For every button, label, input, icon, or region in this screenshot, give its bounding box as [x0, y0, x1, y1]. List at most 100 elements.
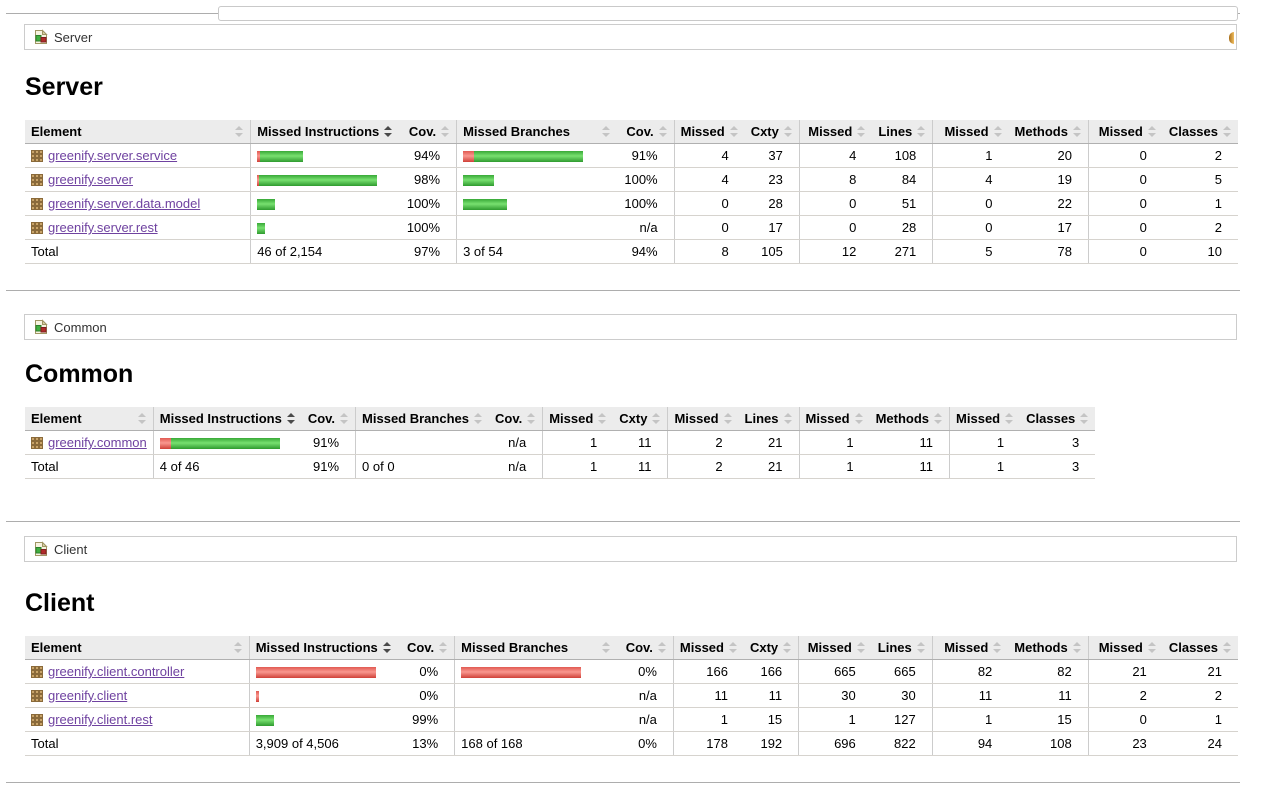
sort-arrows-icon [658, 126, 668, 137]
column-header-classes[interactable]: Classes [1162, 636, 1238, 660]
column-header-missed-lines[interactable]: Missed [667, 407, 739, 431]
column-header-missed-branches[interactable]: Missed Branches [355, 407, 489, 431]
package-link[interactable]: greenify.server.rest [48, 220, 158, 235]
column-header-missed-methods[interactable]: Missed [798, 407, 870, 431]
methods-value: 15 [1008, 707, 1089, 732]
sort-arrows-icon [441, 126, 450, 137]
missed-methods-value: 82 [931, 659, 1009, 684]
sessions-icon[interactable] [1229, 32, 1234, 44]
sort-arrows-icon [993, 126, 1003, 137]
missed-classes-value: 0 [1087, 215, 1163, 240]
table-row: greenify.client 0% n/a 11 11 30 30 11 11… [25, 683, 1238, 708]
column-header-element[interactable]: Element [25, 636, 250, 660]
package-link[interactable]: greenify.client.controller [48, 664, 185, 679]
column-header-missed-lines[interactable]: Missed [798, 120, 873, 144]
cxty-value: 15 [743, 707, 799, 732]
package-link[interactable]: greenify.server.data.model [48, 196, 201, 211]
sort-arrows-icon [723, 413, 733, 424]
lines-value: 665 [871, 659, 933, 684]
package-link[interactable]: greenify.client.rest [48, 712, 153, 727]
package-link[interactable]: greenify.server.service [48, 148, 178, 163]
column-header-instruction-coverage[interactable]: Cov. [301, 407, 356, 431]
missed-methods-value: 11 [931, 683, 1009, 708]
column-header-missed-lines[interactable]: Missed [798, 636, 872, 660]
column-header-missed-cxty[interactable]: Missed [673, 120, 745, 144]
total-missed-cxty: 178 [672, 731, 744, 756]
total-branch-coverage: n/a [488, 454, 543, 479]
total-missed-cxty: 1 [542, 454, 614, 479]
column-header-missed-instructions[interactable]: Missed Instructions [152, 407, 302, 431]
missed-instructions-bar [248, 683, 398, 708]
total-missed-methods: 94 [931, 731, 1009, 756]
column-header-missed-classes[interactable]: Missed [1087, 636, 1163, 660]
coverage-table-server: Element Missed Instructions Cov. Missed … [25, 120, 1238, 264]
branch-coverage: 100% [616, 167, 675, 192]
column-header-missed-cxty[interactable]: Missed [672, 636, 744, 660]
column-header-lines[interactable]: Lines [871, 636, 933, 660]
missed-methods-value: 4 [932, 167, 1009, 192]
total-missed-instructions: 4 of 46 [152, 454, 302, 479]
missed-lines-value: 8 [798, 167, 873, 192]
column-header-instruction-coverage[interactable]: Cov. [399, 120, 457, 144]
column-header-methods[interactable]: Methods [1008, 636, 1089, 660]
column-header-element[interactable]: Element [25, 407, 154, 431]
column-header-missed-classes[interactable]: Missed [1087, 120, 1163, 144]
column-header-methods[interactable]: Methods [869, 407, 950, 431]
missed-cxty-value: 0 [673, 191, 745, 216]
page-title: Common [25, 360, 134, 388]
package-link[interactable]: greenify.client [48, 688, 128, 703]
total-cxty: 11 [613, 454, 668, 479]
sort-arrows-icon [1072, 126, 1082, 137]
column-header-branch-coverage[interactable]: Cov. [616, 636, 674, 660]
column-header-missed-methods[interactable]: Missed [932, 120, 1009, 144]
column-header-instruction-coverage[interactable]: Cov. [397, 636, 455, 660]
package-icon [31, 221, 44, 234]
classes-value: 5 [1162, 167, 1238, 192]
column-header-element[interactable]: Element [25, 120, 251, 144]
missed-classes-value: 2 [1087, 683, 1163, 708]
sort-arrows-icon [382, 642, 392, 653]
total-missed-classes: 1 [949, 454, 1021, 479]
classes-value: 1 [1162, 707, 1238, 732]
package-icon [31, 436, 44, 449]
column-header-branch-coverage[interactable]: Cov. [488, 407, 543, 431]
column-header-missed-instructions[interactable]: Missed Instructions [250, 120, 400, 144]
column-header-classes[interactable]: Classes [1162, 120, 1238, 144]
column-header-missed-instructions[interactable]: Missed Instructions [248, 636, 398, 660]
section-client: Client Client Element Missed Instruction… [0, 521, 1267, 783]
cxty-value: 28 [744, 191, 800, 216]
coverage-table-common: Element Missed Instructions Cov. Missed … [25, 407, 1096, 479]
missed-lines-value: 0 [798, 191, 873, 216]
sort-arrows-icon [1005, 413, 1014, 424]
total-cxty: 105 [744, 239, 800, 264]
column-header-missed-branches[interactable]: Missed Branches [454, 636, 617, 660]
table-row: greenify.server.rest 100% n/a 0 17 0 28 … [25, 215, 1238, 240]
sort-arrows-icon [527, 413, 536, 424]
column-header-cxty[interactable]: Cxty [613, 407, 668, 431]
total-classes: 10 [1162, 239, 1238, 264]
column-header-classes[interactable]: Classes [1020, 407, 1096, 431]
column-header-missed-cxty[interactable]: Missed [542, 407, 614, 431]
column-header-methods[interactable]: Methods [1008, 120, 1089, 144]
column-header-branch-coverage[interactable]: Cov. [616, 120, 675, 144]
column-header-missed-branches[interactable]: Missed Branches [456, 120, 617, 144]
section-server: Server Server Element Missed Instruction… [0, 13, 1267, 264]
column-header-cxty[interactable]: Cxty [743, 636, 799, 660]
column-header-cxty[interactable]: Cxty [744, 120, 800, 144]
column-header-missed-classes[interactable]: Missed [949, 407, 1021, 431]
sort-arrows-icon [235, 126, 244, 137]
column-header-missed-methods[interactable]: Missed [931, 636, 1009, 660]
column-header-lines[interactable]: Lines [872, 120, 933, 144]
cxty-value: 11 [613, 430, 668, 455]
instruction-coverage: 99% [397, 707, 455, 732]
sort-arrows-icon [233, 642, 243, 653]
package-link[interactable]: greenify.common [48, 435, 147, 450]
total-missed-lines: 2 [667, 454, 739, 479]
total-branch-coverage: 94% [616, 239, 675, 264]
lines-value: 51 [872, 191, 933, 216]
sort-arrows-icon [857, 126, 866, 137]
package-link[interactable]: greenify.server [48, 172, 134, 187]
column-header-lines[interactable]: Lines [738, 407, 800, 431]
package-icon [31, 713, 44, 726]
total-missed-branches: 3 of 54 [456, 239, 617, 264]
